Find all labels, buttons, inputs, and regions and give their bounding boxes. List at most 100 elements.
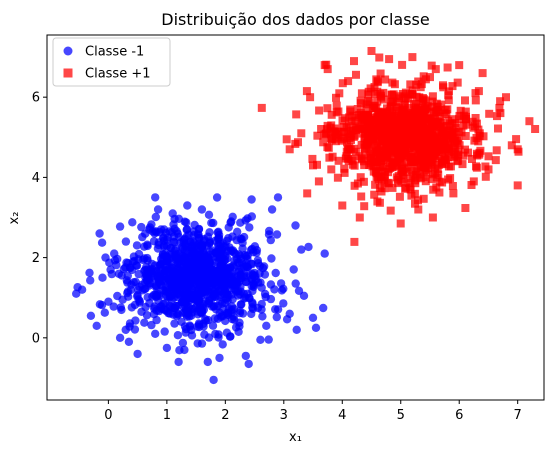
data-point <box>429 185 438 194</box>
data-point <box>159 234 168 243</box>
series-classe-pos <box>257 47 540 246</box>
data-point <box>474 87 483 96</box>
data-point <box>320 130 329 139</box>
data-point <box>368 135 377 144</box>
data-point <box>328 152 337 161</box>
data-point <box>375 53 384 62</box>
data-point <box>472 162 480 171</box>
data-point <box>496 97 505 106</box>
data-point <box>152 315 161 325</box>
data-point <box>332 108 341 117</box>
data-point <box>414 77 423 86</box>
data-point <box>162 343 172 353</box>
data-point <box>426 73 434 82</box>
data-point <box>170 319 179 328</box>
data-point <box>271 305 280 314</box>
data-point <box>359 177 368 186</box>
data-point <box>381 75 390 84</box>
data-point <box>204 333 214 342</box>
data-point <box>279 299 288 308</box>
data-point <box>430 138 439 147</box>
data-point <box>357 89 366 98</box>
data-point <box>421 105 430 114</box>
data-point <box>125 319 135 328</box>
x-tick-label: 2 <box>221 408 229 423</box>
data-point <box>297 129 306 138</box>
data-point <box>416 83 425 92</box>
data-point <box>168 209 177 218</box>
data-point <box>414 205 423 214</box>
data-point <box>327 110 336 119</box>
data-point <box>418 94 427 102</box>
data-point <box>277 286 287 295</box>
data-point <box>431 65 440 74</box>
data-point <box>244 359 253 369</box>
data-point <box>85 268 94 277</box>
data-point <box>193 286 203 296</box>
data-point <box>193 310 203 319</box>
data-point <box>335 89 344 98</box>
data-point <box>240 269 249 278</box>
data-point <box>323 143 332 152</box>
data-point <box>407 166 416 175</box>
data-point <box>512 135 521 144</box>
data-point <box>438 178 447 187</box>
data-point <box>370 83 379 91</box>
data-point <box>338 79 347 88</box>
data-point <box>308 154 317 163</box>
data-point <box>193 339 202 348</box>
data-point <box>173 331 183 340</box>
data-point <box>415 127 424 136</box>
data-point <box>200 234 209 244</box>
data-point <box>334 156 343 165</box>
data-point <box>351 116 360 125</box>
data-point <box>382 133 391 142</box>
plot-border <box>46 34 545 401</box>
data-point <box>194 224 204 234</box>
data-point <box>402 167 411 176</box>
data-point <box>397 151 406 160</box>
data-point <box>216 248 226 258</box>
y-tick-label: 0 <box>32 331 40 346</box>
data-point <box>175 249 184 258</box>
data-point <box>137 222 146 232</box>
data-point <box>232 235 241 245</box>
data-point <box>388 138 397 146</box>
data-point <box>389 97 398 106</box>
data-point <box>304 242 313 252</box>
data-point <box>376 69 385 78</box>
data-point <box>428 213 437 222</box>
data-point <box>141 302 150 312</box>
data-point <box>204 256 214 266</box>
data-point <box>507 141 516 150</box>
data-point <box>227 217 236 226</box>
data-point <box>357 192 366 201</box>
data-point <box>470 136 479 145</box>
data-point <box>373 97 382 106</box>
data-point <box>400 100 409 109</box>
data-point <box>372 172 381 181</box>
data-point <box>272 230 282 239</box>
data-point <box>143 273 152 283</box>
data-point <box>350 57 358 66</box>
data-point <box>446 174 455 183</box>
data-point <box>362 100 371 109</box>
data-point <box>302 87 311 96</box>
data-point <box>101 253 110 262</box>
legend-marker-classe-neg <box>63 46 73 56</box>
data-point <box>264 335 273 344</box>
data-point <box>134 249 144 259</box>
data-point <box>205 299 214 308</box>
data-point <box>222 328 232 337</box>
data-point <box>360 134 369 143</box>
data-point <box>267 205 277 214</box>
data-point <box>95 229 104 238</box>
data-point <box>353 122 362 131</box>
data-point <box>415 136 424 145</box>
data-point <box>224 270 233 279</box>
data-point <box>209 218 218 228</box>
data-point <box>208 321 218 330</box>
data-point <box>271 268 280 278</box>
data-point <box>468 155 476 163</box>
data-point <box>399 174 408 183</box>
